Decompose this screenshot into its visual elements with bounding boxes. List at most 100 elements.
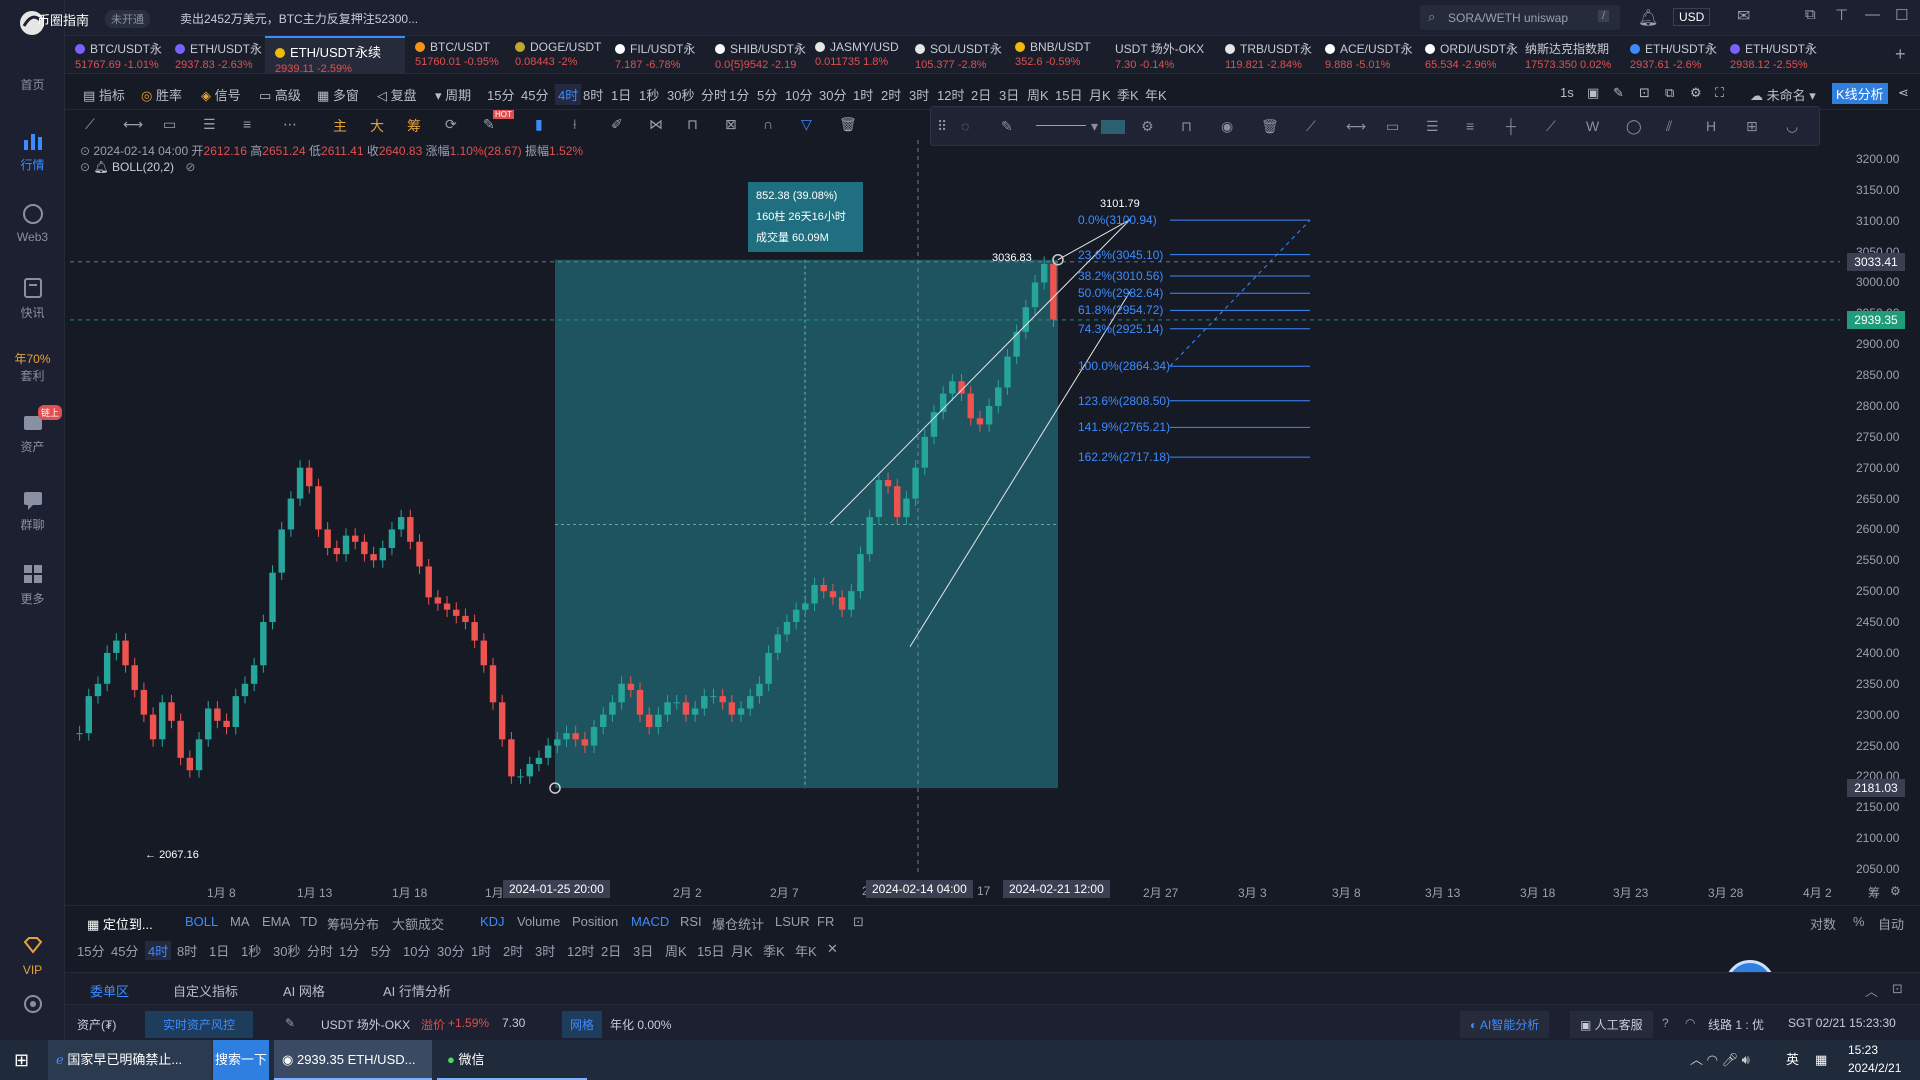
boll-indicator-label[interactable]: ⊙ 🔔︎ BOLL(20,2) ⊘ (80, 160, 195, 174)
period-option[interactable]: 12时 (937, 88, 965, 103)
fib-base-line[interactable] (1057, 219, 1131, 261)
indicator-position[interactable]: Position (572, 914, 619, 929)
bookmark-icon[interactable]: ▮ (535, 116, 543, 132)
indicator-period-option[interactable]: 3时 (535, 944, 556, 959)
measure-icon[interactable]: ⊞ (1746, 118, 1758, 134)
layout-select[interactable]: ☁ 未命名 ▾ (1750, 88, 1816, 103)
minimize-icon[interactable]: — (1865, 6, 1880, 23)
delete-icon[interactable]: 🗑︎ (1261, 118, 1279, 134)
fullscreen-icon[interactable]: ⛶ (1715, 85, 1725, 100)
edit-tool-icon[interactable]: ⊠ (725, 116, 737, 132)
symbol-tab[interactable]: ETH/USDT永 2938.12 -2.55% (1720, 36, 1820, 73)
indicator-period-option[interactable]: 12时 (567, 944, 595, 959)
window-icon[interactable]: ⊡ (1639, 85, 1650, 100)
ime-indicator[interactable]: 英 (1786, 1052, 1800, 1067)
chips-button[interactable]: 筹 (407, 118, 421, 134)
indicator-period-option[interactable]: 45分 (111, 944, 139, 959)
symbol-tab[interactable]: TRB/USDT永 119.821 -2.84% (1215, 36, 1315, 73)
indicator-macd[interactable]: MACD (631, 914, 670, 929)
channel-lower-line[interactable] (909, 291, 1131, 648)
auto-scale-toggle[interactable]: 自动 (1878, 917, 1905, 932)
range-box[interactable] (555, 259, 1058, 789)
kline-analysis-button[interactable]: K线分析 (1832, 83, 1888, 104)
pattern-tool-icon[interactable]: ⋈ (649, 116, 663, 132)
trendline-icon[interactable]: ⟋ (1306, 118, 1316, 134)
eye-icon[interactable]: ◉ (1221, 118, 1234, 134)
period-option[interactable]: 15分 (487, 88, 515, 103)
indicator-kdj[interactable]: KDJ (480, 914, 505, 929)
more-tools-icon[interactable]: ⋯ (283, 116, 297, 132)
axis-settings[interactable]: 筹 (1868, 886, 1881, 900)
period-option[interactable]: 1秒 (639, 88, 660, 103)
arc-icon[interactable]: ◡ (1786, 118, 1799, 134)
otc-market[interactable]: USDT 场外-OKX (321, 1018, 411, 1032)
close-icon[interactable]: ✕ (827, 941, 838, 956)
sidebar-item-web3[interactable]: Web3 (0, 202, 65, 244)
connection-line[interactable]: 线路 1 : 优 (1708, 1018, 1765, 1032)
period-option[interactable]: 分时 (701, 88, 728, 103)
chevron-up-icon[interactable]: ︿ (1865, 984, 1879, 999)
symbol-tab[interactable]: ETH/USDT永续 2939.11 -2.59% (265, 36, 405, 73)
indicator-period-option[interactable]: 周K (665, 944, 687, 959)
sidebar-item-chat[interactable]: 群聊 (0, 488, 65, 533)
indicator-period-option[interactable]: 30分 (437, 944, 465, 959)
bell-icon[interactable]: 🔔︎ (1638, 10, 1659, 27)
period-option[interactable]: 1时 (853, 88, 874, 103)
symbol-tab[interactable]: 纳斯达克指数期 17573.350 0.02% (1515, 36, 1620, 73)
symbol-tab[interactable]: FIL/USDT永 7.187 -6.78% (605, 36, 705, 73)
big-order-button[interactable]: 大 (370, 118, 384, 134)
lines-tool-icon[interactable]: ≡ (243, 116, 252, 132)
layout-icon[interactable]: ⧉ (1665, 85, 1675, 100)
line-tool-icon[interactable]: ⟋ (85, 116, 95, 132)
interval-select[interactable]: 1s (1560, 85, 1574, 100)
grid-button[interactable]: 网格 (562, 1011, 603, 1038)
sidebar-item-home[interactable]: 首页 (0, 76, 65, 93)
indicator-period-option[interactable]: 1分 (339, 944, 360, 959)
period-option[interactable]: 年K (1145, 88, 1167, 103)
range-icon[interactable]: H (1706, 118, 1717, 134)
settings-button[interactable] (0, 992, 65, 1020)
template-icon[interactable]: ◌ (961, 118, 970, 134)
indicator-ma[interactable]: MA (230, 914, 250, 929)
windows-start-icon[interactable]: ⊞ (14, 1050, 30, 1070)
indicator-period-option[interactable]: 月K (731, 944, 753, 959)
period-option[interactable]: 2日 (971, 88, 992, 103)
sidebar-item-assets[interactable]: 链上 资产 (0, 405, 65, 455)
price-chart[interactable] (70, 140, 1850, 875)
draw-icon[interactable]: ✎ (1613, 85, 1624, 100)
search-box[interactable]: ⌕ SORA/WETH uniswap / (1420, 5, 1620, 30)
cycle-tool-icon[interactable]: ⟳ (445, 116, 457, 132)
settings-small-icon[interactable]: ⚙ (1141, 118, 1154, 134)
indicator-period-option[interactable]: 2时 (503, 944, 524, 959)
symbol-tab[interactable]: USDT 场外-OKX 7.30 -0.14% (1105, 36, 1215, 73)
vip-button[interactable]: VIP (0, 935, 65, 977)
rect-tool-icon[interactable]: ▭ (163, 116, 177, 132)
lock-icon[interactable]: ⊓ (1181, 118, 1192, 134)
lock-tool-icon[interactable]: ⊓ (687, 116, 698, 132)
ai-analysis-button[interactable]: ◐ AI智能分析 (1460, 1011, 1550, 1038)
search-input[interactable]: SORA/WETH uniswap (1448, 11, 1569, 25)
trash-icon[interactable]: 🗑︎ (839, 116, 857, 132)
circle-icon[interactable]: ◯ (1626, 118, 1642, 134)
indicator-volume[interactable]: Volume (517, 914, 561, 929)
channel-upper-line[interactable] (829, 219, 1131, 524)
locate-button[interactable]: ▦ 定位到... (87, 917, 153, 932)
hline-tool-icon[interactable]: ⟷ (123, 116, 144, 132)
log-scale-toggle[interactable]: 对数 (1810, 917, 1837, 932)
indicator-lsur[interactable]: LSUR (775, 914, 810, 929)
period-option[interactable]: 5分 (757, 88, 778, 103)
period-option[interactable]: 15日 (1055, 88, 1083, 103)
indicator-period-option[interactable]: 3日 (633, 944, 654, 959)
taskbar-browser[interactable]: ℯ 国家早已明确禁止... (48, 1040, 212, 1080)
parallel-tool-icon[interactable]: ☰ (203, 116, 216, 132)
toolbar-2[interactable]: ◈ 信号 (201, 85, 241, 104)
indicator-chips[interactable]: 筹码分布 (327, 917, 380, 932)
news-ticker[interactable]: 卖出2452万美元，BTC主力反复押注52300... (180, 12, 419, 26)
indicator-period-option[interactable]: 8时 (177, 944, 198, 959)
taskbar-wechat[interactable]: ● 微信 (437, 1040, 587, 1080)
period-option[interactable]: 月K (1089, 88, 1111, 103)
mail-icon[interactable]: ✉ (1737, 8, 1751, 25)
cross-icon[interactable]: ┼ (1506, 118, 1516, 134)
toolbar-1[interactable]: ◎ 胜率 (141, 85, 182, 104)
gear-icon[interactable]: ⚙ (1890, 884, 1901, 898)
